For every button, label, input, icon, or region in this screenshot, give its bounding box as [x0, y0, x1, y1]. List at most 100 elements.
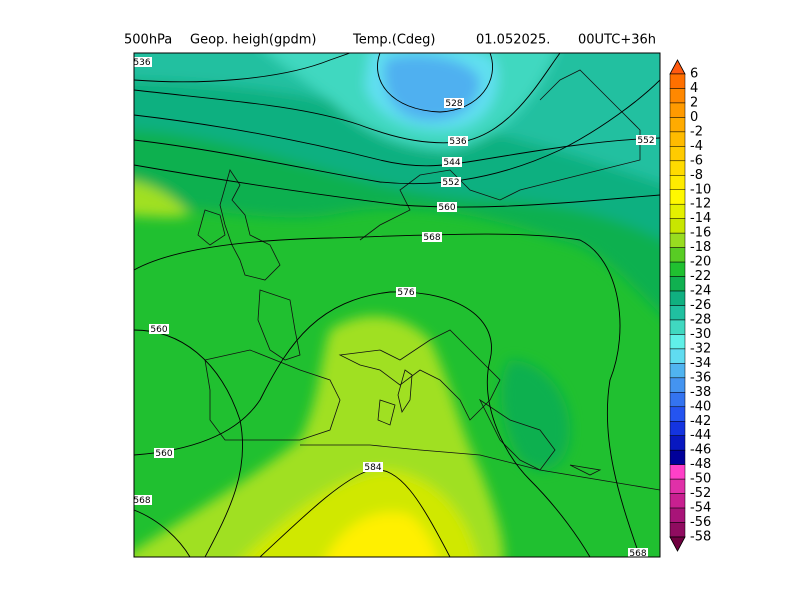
contour-label-box — [444, 98, 464, 108]
contour-labels: 536 528 536 552 544 552 560 568 576 560 560 584 568 5… — [133, 57, 656, 557]
colorbar-label: -46 — [690, 443, 711, 458]
contour-label: 552 — [637, 136, 654, 146]
contour-label: 536 — [449, 137, 466, 147]
coastlines — [197, 69, 660, 491]
colorbar-label: -4 — [690, 139, 703, 154]
colorbar-box — [669, 421, 686, 436]
colorbar-label: -24 — [690, 284, 711, 299]
contour-label-box — [441, 177, 461, 187]
colorbar-box — [669, 218, 686, 234]
colorbar-box — [669, 160, 686, 176]
colorbar-arrow-bottom — [669, 536, 686, 552]
colorbar-box — [669, 435, 686, 451]
map: 536 528 536 552 544 552 560 568 576 560 560 584 568 5… — [133, 53, 660, 557]
title-date: 01.052025. — [476, 33, 550, 48]
contour-label: 576 — [397, 288, 414, 298]
colorbar-box — [669, 175, 686, 190]
colorbar-box — [669, 146, 686, 162]
contour-label: 552 — [442, 178, 459, 188]
colorbar-box — [669, 102, 686, 118]
contour-label-box — [628, 548, 648, 557]
colorbar-label: 0 — [690, 110, 698, 125]
colorbar-box — [669, 261, 686, 277]
colorbar-label: 2 — [690, 95, 698, 110]
colorbar-label: -54 — [690, 501, 711, 516]
colorbar-box — [669, 319, 686, 335]
colorbar-box — [669, 478, 686, 494]
contour-label-box — [422, 232, 442, 242]
colorbar-label: -10 — [690, 182, 711, 197]
colorbar-label: -38 — [690, 385, 711, 400]
title-level: 500hPa — [124, 33, 172, 48]
colorbar-label: -42 — [690, 414, 711, 429]
colorbar-label: -16 — [690, 226, 711, 241]
colorbar-box — [669, 203, 686, 219]
colorbar-box — [669, 348, 686, 364]
title-time: 00UTC+36h — [578, 33, 656, 48]
colorbar-label: 6 — [690, 67, 698, 82]
colorbar-box — [669, 189, 686, 205]
colorbar: 6420-2-4-6-8-10-12-14-16-18-20-22-24-26-… — [669, 59, 711, 552]
colorbar-label: -40 — [690, 399, 711, 414]
contour-label: 560 — [438, 203, 455, 213]
colorbar-label: -50 — [690, 472, 711, 487]
contour-label: 528 — [445, 99, 462, 109]
contour-label-box — [149, 324, 169, 334]
title-field: Geop. heigh(gpdm) — [190, 33, 316, 48]
colorbar-label: -22 — [690, 269, 711, 284]
colorbar-label: -2 — [690, 124, 703, 139]
contour-label-box — [636, 135, 656, 145]
contour-label: 568 — [423, 233, 440, 243]
colorbar-label: -34 — [690, 356, 711, 371]
colorbar-box — [669, 131, 686, 147]
colorbar-box — [669, 247, 686, 263]
colorbar-label: -52 — [690, 486, 711, 501]
contour-label-box — [134, 57, 152, 67]
contour-label: 560 — [155, 449, 172, 459]
colorbar-box — [669, 377, 686, 393]
colorbar-label: -6 — [690, 153, 703, 168]
contour-label-box — [437, 202, 457, 212]
contour-label-box — [363, 462, 383, 472]
colorbar-label: -58 — [690, 530, 711, 545]
contour-label-box — [154, 448, 174, 458]
colorbar-box — [669, 363, 686, 379]
colorbar-label: -18 — [690, 240, 711, 255]
colorbar-label: -28 — [690, 312, 711, 327]
colorbar-box — [669, 449, 686, 465]
colorbar-box — [669, 493, 686, 509]
colorbar-box — [669, 290, 686, 306]
colorbar-label: -12 — [690, 197, 711, 212]
map-frame — [133, 52, 661, 558]
contour-label-box — [396, 287, 416, 297]
colorbar-label: -20 — [690, 255, 711, 270]
colorbar-label: 4 — [690, 81, 698, 96]
colorbar-arrow-top — [669, 59, 686, 75]
colorbar-label: -14 — [690, 211, 711, 226]
colorbar-label: -26 — [690, 298, 711, 313]
colorbar-box — [669, 334, 686, 350]
contour-label-box — [442, 157, 462, 167]
contour-label: 568 — [133, 496, 150, 506]
colorbar-box — [669, 392, 686, 408]
colorbar-box — [669, 305, 686, 321]
contour-label: 560 — [150, 325, 167, 335]
contour-label: 544 — [443, 158, 460, 168]
contours — [134, 53, 660, 557]
contour-label-box — [134, 495, 152, 505]
colorbar-label: -44 — [690, 428, 711, 443]
colorbar-box — [669, 464, 686, 480]
colorbar-box — [669, 232, 686, 248]
colorbar-label: -32 — [690, 341, 711, 356]
colorbar-box — [669, 507, 686, 523]
colorbar-box — [669, 406, 686, 422]
colorbar-label: -8 — [690, 168, 703, 183]
colorbar-box — [669, 522, 686, 538]
colorbar-box — [669, 88, 686, 104]
colorbar-box — [669, 117, 686, 133]
colorbar-label: -56 — [690, 515, 711, 530]
colorbar-label: -48 — [690, 457, 711, 472]
title-temp: Temp.(Cdeg) — [352, 33, 436, 48]
contour-label: 536 — [133, 58, 150, 68]
